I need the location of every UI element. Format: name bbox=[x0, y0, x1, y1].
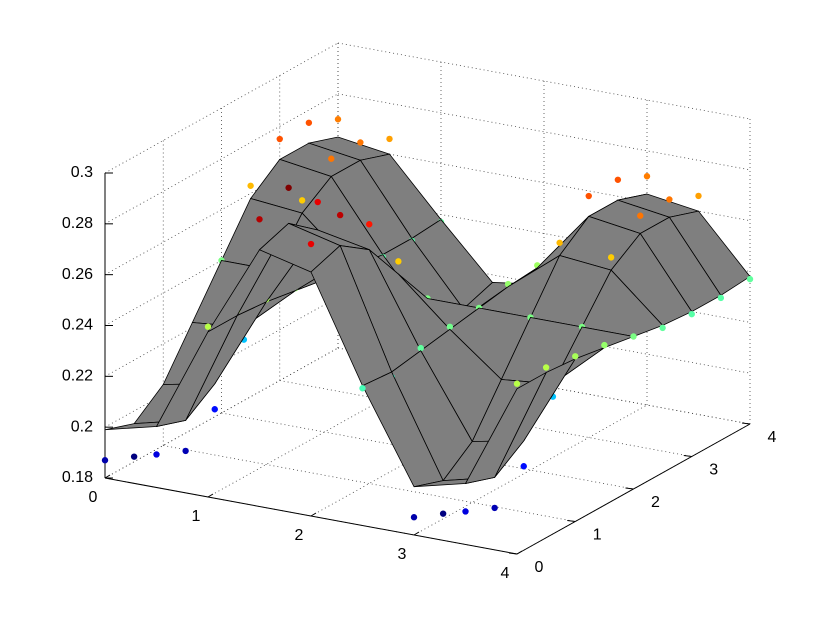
scatter-point bbox=[410, 514, 418, 521]
z-tick-label: 0.3 bbox=[71, 164, 93, 181]
scatter-point bbox=[153, 451, 160, 458]
scatter-point bbox=[285, 184, 292, 191]
x-tick bbox=[516, 550, 523, 555]
y-tick bbox=[625, 487, 634, 490]
x-tick bbox=[413, 531, 420, 536]
x-tick-label: 4 bbox=[501, 565, 510, 582]
y-tick-label: 0 bbox=[535, 559, 544, 576]
grid-line bbox=[104, 347, 339, 479]
y-tick-label: 1 bbox=[593, 527, 602, 544]
x-tick-label: 3 bbox=[398, 546, 407, 563]
scatter-point bbox=[298, 197, 306, 204]
scatter-point bbox=[130, 453, 138, 460]
y-tick-label: 4 bbox=[768, 429, 777, 446]
z-tick-label: 0.18 bbox=[62, 469, 93, 486]
scatter-point bbox=[386, 135, 393, 143]
grid-line bbox=[207, 366, 442, 498]
z-tick-label: 0.24 bbox=[62, 317, 93, 334]
surface-patch bbox=[464, 371, 548, 485]
scatter-point bbox=[256, 216, 263, 223]
scatter-point bbox=[601, 341, 608, 349]
scatter-point bbox=[717, 294, 725, 302]
grid-line bbox=[163, 445, 576, 522]
scatter-point bbox=[395, 258, 402, 265]
x-tick bbox=[310, 512, 317, 517]
scatter-point bbox=[357, 139, 364, 146]
x-tick-label: 0 bbox=[89, 489, 98, 506]
scatter-point bbox=[328, 155, 335, 162]
scatter-point bbox=[491, 504, 498, 512]
scatter-point bbox=[276, 135, 283, 143]
scatter-point bbox=[659, 324, 666, 332]
z-tick-label: 0.26 bbox=[62, 266, 93, 283]
scatter-point bbox=[607, 254, 615, 261]
z-tick-label: 0.22 bbox=[62, 368, 93, 385]
scatter-point bbox=[630, 333, 637, 340]
x-tick-label: 1 bbox=[192, 508, 201, 525]
scatter-point bbox=[666, 196, 673, 203]
grid-line bbox=[104, 245, 339, 377]
x-tick-label: 2 bbox=[295, 527, 304, 544]
x-tick bbox=[207, 493, 214, 498]
scatter-point bbox=[556, 239, 563, 246]
scatter-point bbox=[182, 447, 189, 455]
y-tick bbox=[741, 422, 751, 425]
scatter-point bbox=[359, 385, 366, 392]
scatter-point bbox=[366, 221, 373, 228]
grid-line bbox=[104, 195, 339, 326]
y-tick-label: 3 bbox=[709, 462, 718, 479]
y-tick bbox=[508, 552, 518, 555]
grid-line bbox=[104, 42, 339, 174]
scatter-point bbox=[336, 211, 344, 219]
scatter-point bbox=[307, 240, 315, 248]
y-tick-label: 2 bbox=[651, 494, 660, 511]
scatter-point bbox=[520, 463, 527, 470]
grid-line bbox=[104, 296, 339, 428]
scatter-point bbox=[688, 310, 695, 318]
scatter-point bbox=[585, 192, 592, 200]
scatter-point bbox=[643, 173, 651, 180]
scatter-point bbox=[247, 182, 254, 189]
scatter-point bbox=[614, 176, 622, 183]
scatter-point bbox=[204, 323, 212, 330]
scatter-point bbox=[462, 508, 469, 515]
scatter-point bbox=[439, 510, 447, 517]
scatter-point bbox=[334, 116, 342, 123]
scatter-point bbox=[542, 364, 550, 371]
scatter-point bbox=[637, 212, 644, 219]
scatter-point bbox=[211, 406, 218, 413]
x-tick bbox=[104, 474, 111, 479]
scatter-point bbox=[446, 323, 454, 330]
scatter-point bbox=[695, 192, 702, 200]
y-tick bbox=[567, 520, 576, 522]
y-tick bbox=[683, 455, 692, 457]
scatter-point bbox=[417, 344, 424, 352]
scatter-point bbox=[746, 275, 754, 283]
grid-line bbox=[104, 144, 339, 276]
scatter-point bbox=[572, 353, 579, 360]
z-tick-label: 0.2 bbox=[71, 418, 93, 435]
z-tick-label: 0.28 bbox=[62, 215, 93, 232]
scatter-point bbox=[513, 380, 521, 387]
scatter-point bbox=[101, 457, 109, 464]
grid-line bbox=[310, 385, 545, 517]
scatter-point bbox=[305, 119, 313, 126]
scatter-point bbox=[314, 198, 321, 206]
grid-line bbox=[104, 93, 339, 225]
grid-line bbox=[413, 404, 648, 536]
